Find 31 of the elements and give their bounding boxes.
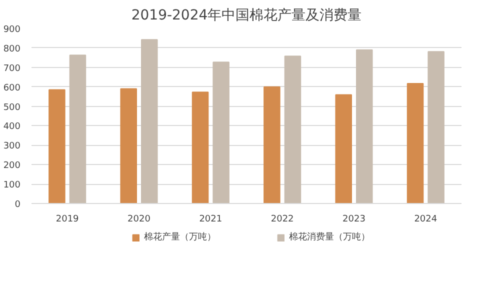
x-tick-label: 2023 (342, 214, 366, 224)
y-tick-label: 700 (3, 64, 21, 74)
x-tick-label: 2020 (128, 214, 151, 224)
y-tick-label: 100 (3, 180, 21, 191)
legend-label: 棉花产量（万吨） (144, 231, 216, 244)
bar (192, 92, 209, 204)
y-tick-label: 800 (3, 44, 21, 54)
y-tick-label: 0 (14, 200, 21, 210)
bar (406, 83, 424, 204)
y-tick-label: 900 (3, 25, 21, 35)
y-tick-label: 300 (3, 142, 21, 152)
legend-label: 棉花消费量（万吨） (289, 231, 370, 244)
bar (212, 62, 230, 204)
chart-title: 2019-2024年中国棉花产量及消费量 (131, 8, 362, 24)
bar (335, 94, 352, 204)
bar (284, 56, 302, 204)
bar (120, 88, 137, 204)
bar (69, 54, 86, 204)
bar (48, 89, 66, 204)
x-tick-label: 2021 (199, 214, 222, 224)
y-tick-label: 200 (3, 161, 21, 172)
bar (428, 51, 444, 204)
y-tick-label: 600 (3, 83, 21, 94)
bar (356, 49, 373, 204)
x-tick-label: 2024 (414, 214, 438, 224)
bar (141, 39, 158, 204)
y-tick-label: 400 (3, 122, 21, 132)
y-tick-label: 500 (3, 102, 21, 113)
bar (264, 86, 280, 204)
x-tick-label: 2019 (56, 214, 80, 224)
x-tick-label: 2022 (270, 214, 294, 224)
